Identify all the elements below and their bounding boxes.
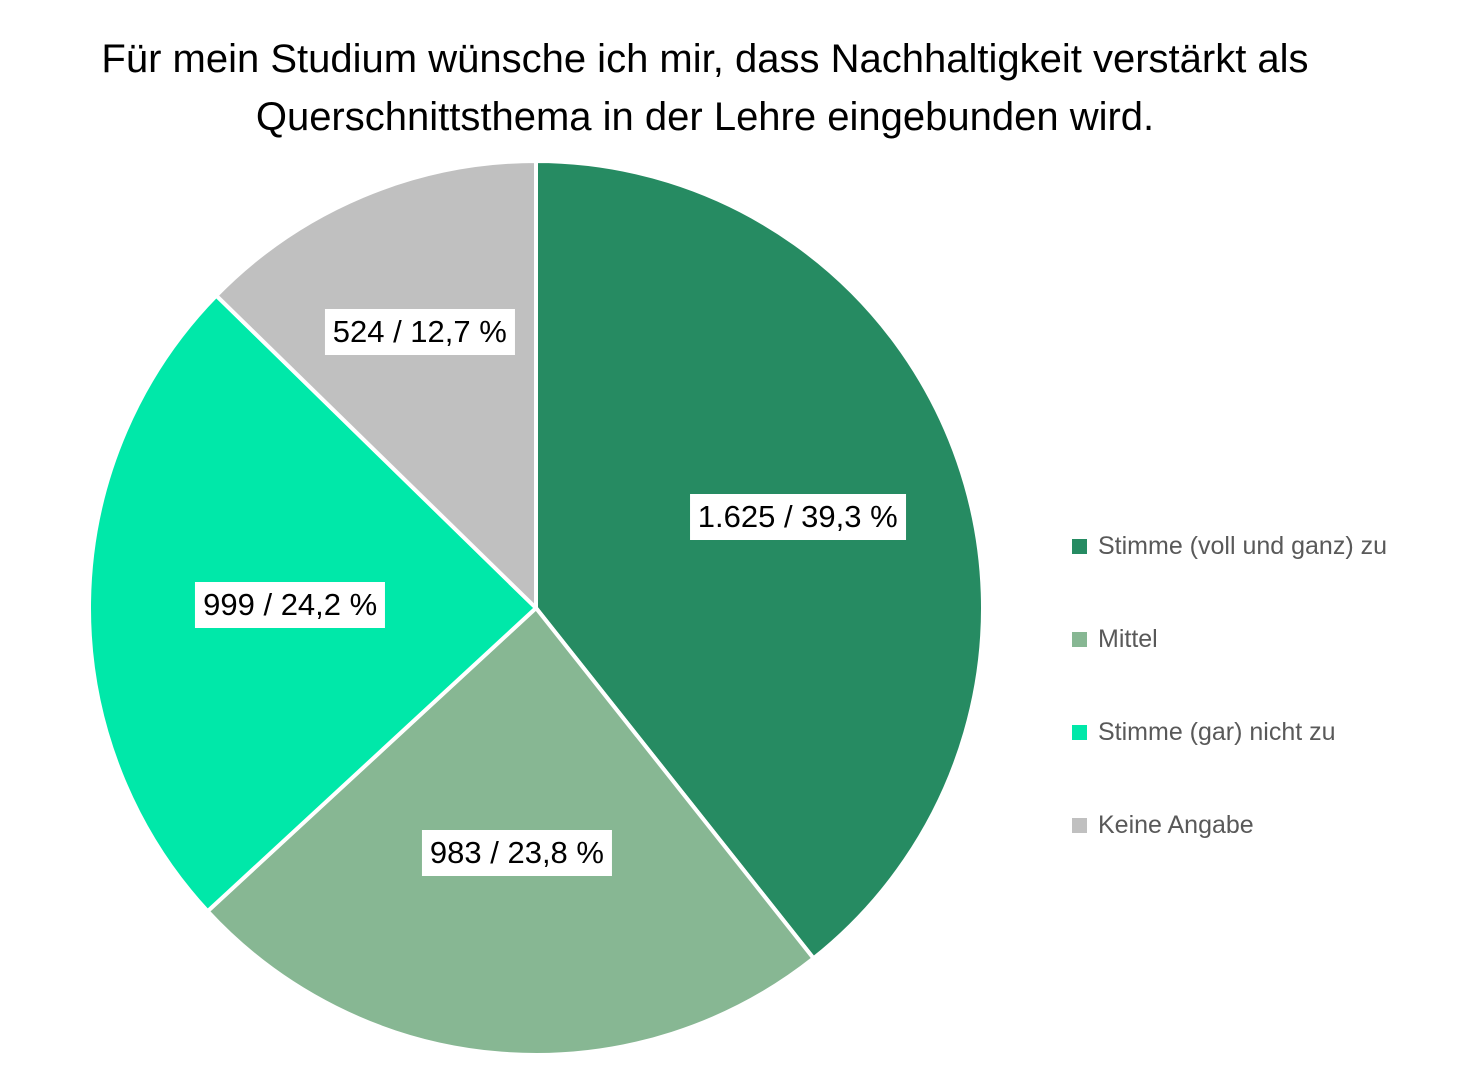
legend-item-keine-angabe: Keine Angabe [1072,779,1387,872]
legend: Stimme (voll und ganz) zu Mittel Stimme (g… [1072,500,1387,872]
data-label-stimme-gar-nicht-zu: 999 / 24,2 % [195,581,386,628]
legend-swatch [1072,632,1087,647]
legend-swatch [1072,725,1087,740]
chart-title: Für mein Studium wünsche ich mir, dass N… [0,30,1410,146]
legend-label: Stimme (gar) nicht zu [1098,718,1336,746]
chart-title-line-2: Querschnittsthema in der Lehre eingebund… [255,95,1155,139]
pie-slice-keine-angabe [214,159,538,610]
data-label-mittel: 983 / 23,8 % [421,830,612,877]
legend-swatch [1072,539,1087,554]
legend-item-stimme-gar-nicht-zu: Stimme (gar) nicht zu [1072,686,1387,779]
legend-swatch [1072,818,1087,833]
legend-item-mittel: Mittel [1072,593,1387,686]
pie-slice-stimme-voll-und-ganz-zu [534,159,985,961]
legend-item-stimme-voll-und-ganz-zu: Stimme (voll und ganz) zu [1072,500,1387,593]
legend-label: Stimme (voll und ganz) zu [1098,532,1388,560]
data-label-keine-angabe: 524 / 12,7 % [324,308,515,355]
legend-label: Keine Angabe [1098,811,1254,839]
chart-title-line-1: Für mein Studium wünsche ich mir, dass N… [101,37,1309,81]
data-label-stimme-voll-und-ganz-zu: 1.625 / 39,3 % [689,493,906,540]
legend-label: Mittel [1098,625,1158,653]
